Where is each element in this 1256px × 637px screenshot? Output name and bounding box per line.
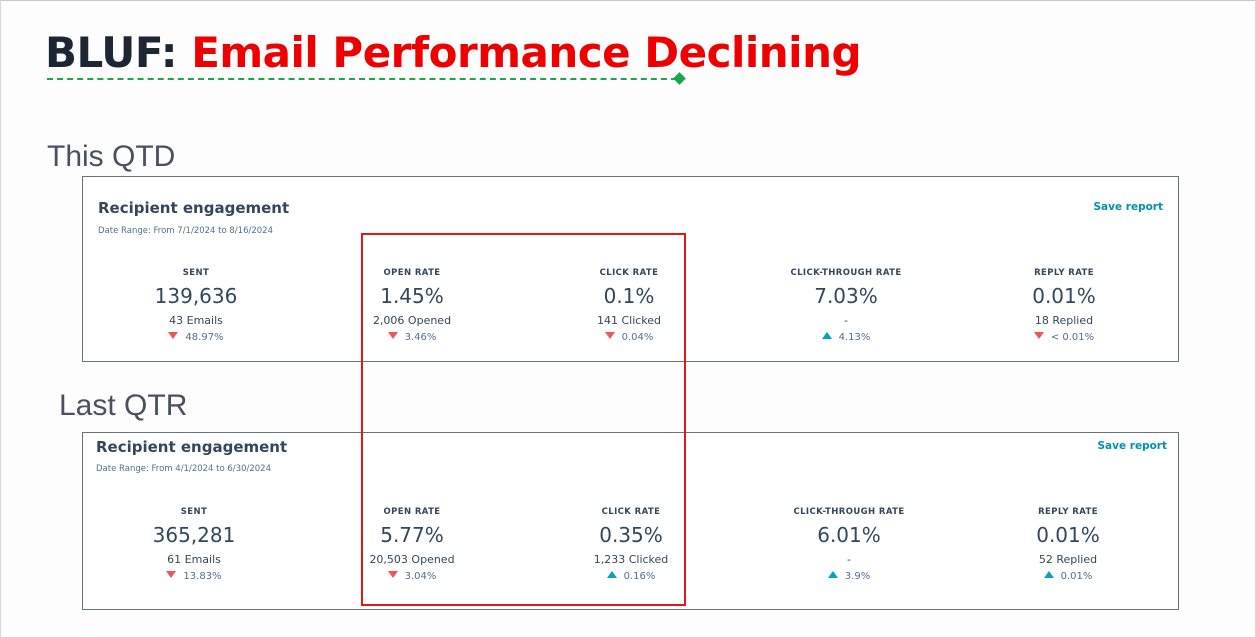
metric-value: 0.1% <box>603 284 655 308</box>
section-label-this-qtd: This QTD <box>47 140 176 173</box>
trend-down-triangle-icon <box>604 332 615 339</box>
metric-change-value: 3.9% <box>844 571 871 582</box>
metric-change-value: < 0.01% <box>1050 332 1095 343</box>
metric-open-rate: OPEN RATE 1.45% 2,006 Opened 3.46% <box>322 266 502 346</box>
metric-change-value: 48.97% <box>185 332 224 343</box>
panel-title: Recipient engagement <box>98 199 290 217</box>
trend-down-triangle-icon <box>168 332 179 339</box>
metric-label: CLICK RATE <box>601 507 661 517</box>
metric-change: 3.9% <box>759 569 939 585</box>
metric-change: 0.16% <box>541 569 721 585</box>
metric-subtext: 18 Replied <box>1034 314 1094 327</box>
slide-title: BLUF: Email Performance Declining <box>45 27 862 79</box>
panel-title: Recipient engagement <box>96 438 288 456</box>
metric-change: 3.04% <box>322 569 502 585</box>
metric-subtext: 52 Replied <box>1038 553 1098 566</box>
metric-sent: SENT 365,281 61 Emails 13.83% <box>104 505 284 585</box>
metric-change-value: 0.01% <box>1060 571 1093 582</box>
metric-change-value: 3.46% <box>404 332 437 343</box>
trend-up-triangle-icon <box>606 571 617 578</box>
metric-label: CLICK-THROUGH RATE <box>790 268 902 278</box>
metric-open-rate: OPEN RATE 5.77% 20,503 Opened 3.04% <box>322 505 502 585</box>
metric-click-rate: CLICK RATE 0.35% 1,233 Clicked 0.16% <box>541 505 721 585</box>
metric-label: SENT <box>180 507 208 517</box>
metric-reply-rate: REPLY RATE 0.01% 18 Replied < 0.01% <box>974 266 1154 346</box>
metric-label: CLICK RATE <box>599 268 659 278</box>
trend-up-triangle-icon <box>1043 571 1054 578</box>
save-report-link[interactable]: Save report <box>1097 440 1168 452</box>
trend-down-triangle-icon <box>166 571 177 578</box>
metric-change-value: 4.13% <box>838 332 871 343</box>
metric-label: CLICK-THROUGH RATE <box>793 507 905 517</box>
metric-subtext: 2,006 Opened <box>372 314 452 327</box>
panel-date-range: Date Range: From 4/1/2024 to 6/30/2024 <box>96 464 271 474</box>
metric-change: < 0.01% <box>974 330 1154 346</box>
metric-value: 0.35% <box>599 523 663 547</box>
title-prefix: BLUF: <box>45 28 178 77</box>
metric-change-value: 0.16% <box>623 571 656 582</box>
engagement-panel-this-qtd: Recipient engagement Date Range: From 7/… <box>82 176 1179 362</box>
metric-value: 1.45% <box>380 284 444 308</box>
metric-change-value: 0.04% <box>621 332 654 343</box>
metric-change: 4.13% <box>756 330 936 346</box>
metric-click-through-rate: CLICK-THROUGH RATE 7.03% - 4.13% <box>756 266 936 346</box>
metric-value: 0.01% <box>1036 523 1100 547</box>
metric-subtext: 20,503 Opened <box>369 553 455 566</box>
metric-click-through-rate: CLICK-THROUGH RATE 6.01% - 3.9% <box>759 505 939 585</box>
metric-label: OPEN RATE <box>383 507 441 517</box>
trend-down-triangle-icon <box>387 571 398 578</box>
metric-sent: SENT 139,636 43 Emails 48.97% <box>106 266 286 346</box>
metric-change-value: 3.04% <box>404 571 437 582</box>
metric-change: 13.83% <box>104 569 284 585</box>
trend-down-triangle-icon <box>387 332 398 339</box>
metric-change: 0.04% <box>539 330 719 346</box>
metric-value: 365,281 <box>152 523 236 547</box>
trend-down-triangle-icon <box>1033 332 1044 339</box>
metric-change: 48.97% <box>106 330 286 346</box>
metric-label: OPEN RATE <box>383 268 441 278</box>
metric-change-value: 13.83% <box>183 571 222 582</box>
title-underline <box>47 78 677 80</box>
metric-value: 5.77% <box>380 523 444 547</box>
metric-value: 139,636 <box>154 284 238 308</box>
panel-date-range: Date Range: From 7/1/2024 to 8/16/2024 <box>98 226 273 236</box>
metric-label: SENT <box>182 268 210 278</box>
metric-subtext: - <box>844 314 848 327</box>
metric-subtext: 61 Emails <box>167 553 221 566</box>
metric-subtext: 1,233 Clicked <box>593 553 669 566</box>
metric-reply-rate: REPLY RATE 0.01% 52 Replied 0.01% <box>978 505 1158 585</box>
engagement-panel-last-qtr: Recipient engagement Date Range: From 4/… <box>82 432 1179 610</box>
metric-subtext: 43 Emails <box>169 314 223 327</box>
metric-change: 0.01% <box>978 569 1158 585</box>
metric-label: REPLY RATE <box>1034 268 1094 278</box>
metric-value: 7.03% <box>814 284 878 308</box>
highlight-box-open-click-rates <box>361 233 686 606</box>
section-label-last-qtr: Last QTR <box>59 389 188 422</box>
trend-up-triangle-icon <box>827 571 838 578</box>
metric-subtext: - <box>847 553 851 566</box>
metric-label: REPLY RATE <box>1038 507 1098 517</box>
trend-up-triangle-icon <box>821 332 832 339</box>
metric-subtext: 141 Clicked <box>596 314 662 327</box>
metric-change: 3.46% <box>322 330 502 346</box>
metric-value: 0.01% <box>1032 284 1096 308</box>
metric-value: 6.01% <box>817 523 881 547</box>
save-report-link[interactable]: Save report <box>1093 201 1164 213</box>
title-main: Email Performance Declining <box>191 28 862 77</box>
metric-click-rate: CLICK RATE 0.1% 141 Clicked 0.04% <box>539 266 719 346</box>
